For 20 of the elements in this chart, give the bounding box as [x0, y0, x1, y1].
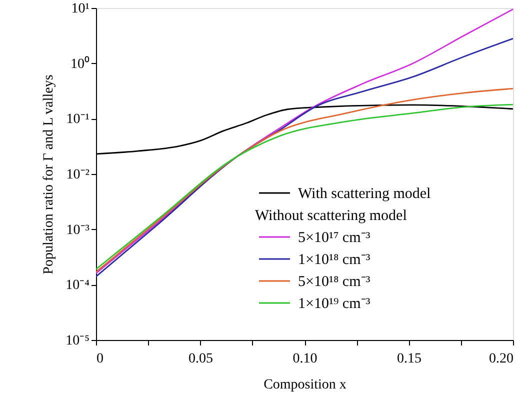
- y-tick-label: 10⁰: [70, 56, 90, 72]
- x-tick-label: 0.20: [489, 352, 514, 366]
- x-tick-label: 0.15: [397, 352, 422, 366]
- x-tick-label: 0.10: [292, 352, 318, 366]
- legend-label: 5×10¹⁷ cm⁻³: [298, 230, 371, 246]
- x-tick-label: 0.05: [188, 352, 213, 366]
- legend-label: 1×10¹⁹ cm⁻³: [298, 296, 371, 312]
- y-tick-label: 10⁻⁵: [66, 334, 90, 348]
- y-tick-label: 10⁻²: [66, 168, 90, 182]
- y-tick-label: 10¹: [71, 2, 90, 16]
- y-axis-title: Population ratio for Γ and L valleys: [42, 74, 57, 274]
- legend-label: With scattering model: [298, 186, 431, 202]
- legend-label: 1×10¹⁸ cm⁻³: [298, 252, 371, 268]
- x-tick-label: 0: [96, 352, 104, 366]
- y-tick-label: 10⁻⁴: [66, 278, 90, 294]
- y-tick-label: 10⁻³: [66, 222, 90, 238]
- legend-label: 5×10¹⁸ cm⁻³: [298, 274, 371, 290]
- x-axis-title: Composition x: [264, 378, 346, 392]
- annotation: Without scattering model: [255, 208, 407, 224]
- y-tick-label: 10⁻¹: [66, 112, 90, 128]
